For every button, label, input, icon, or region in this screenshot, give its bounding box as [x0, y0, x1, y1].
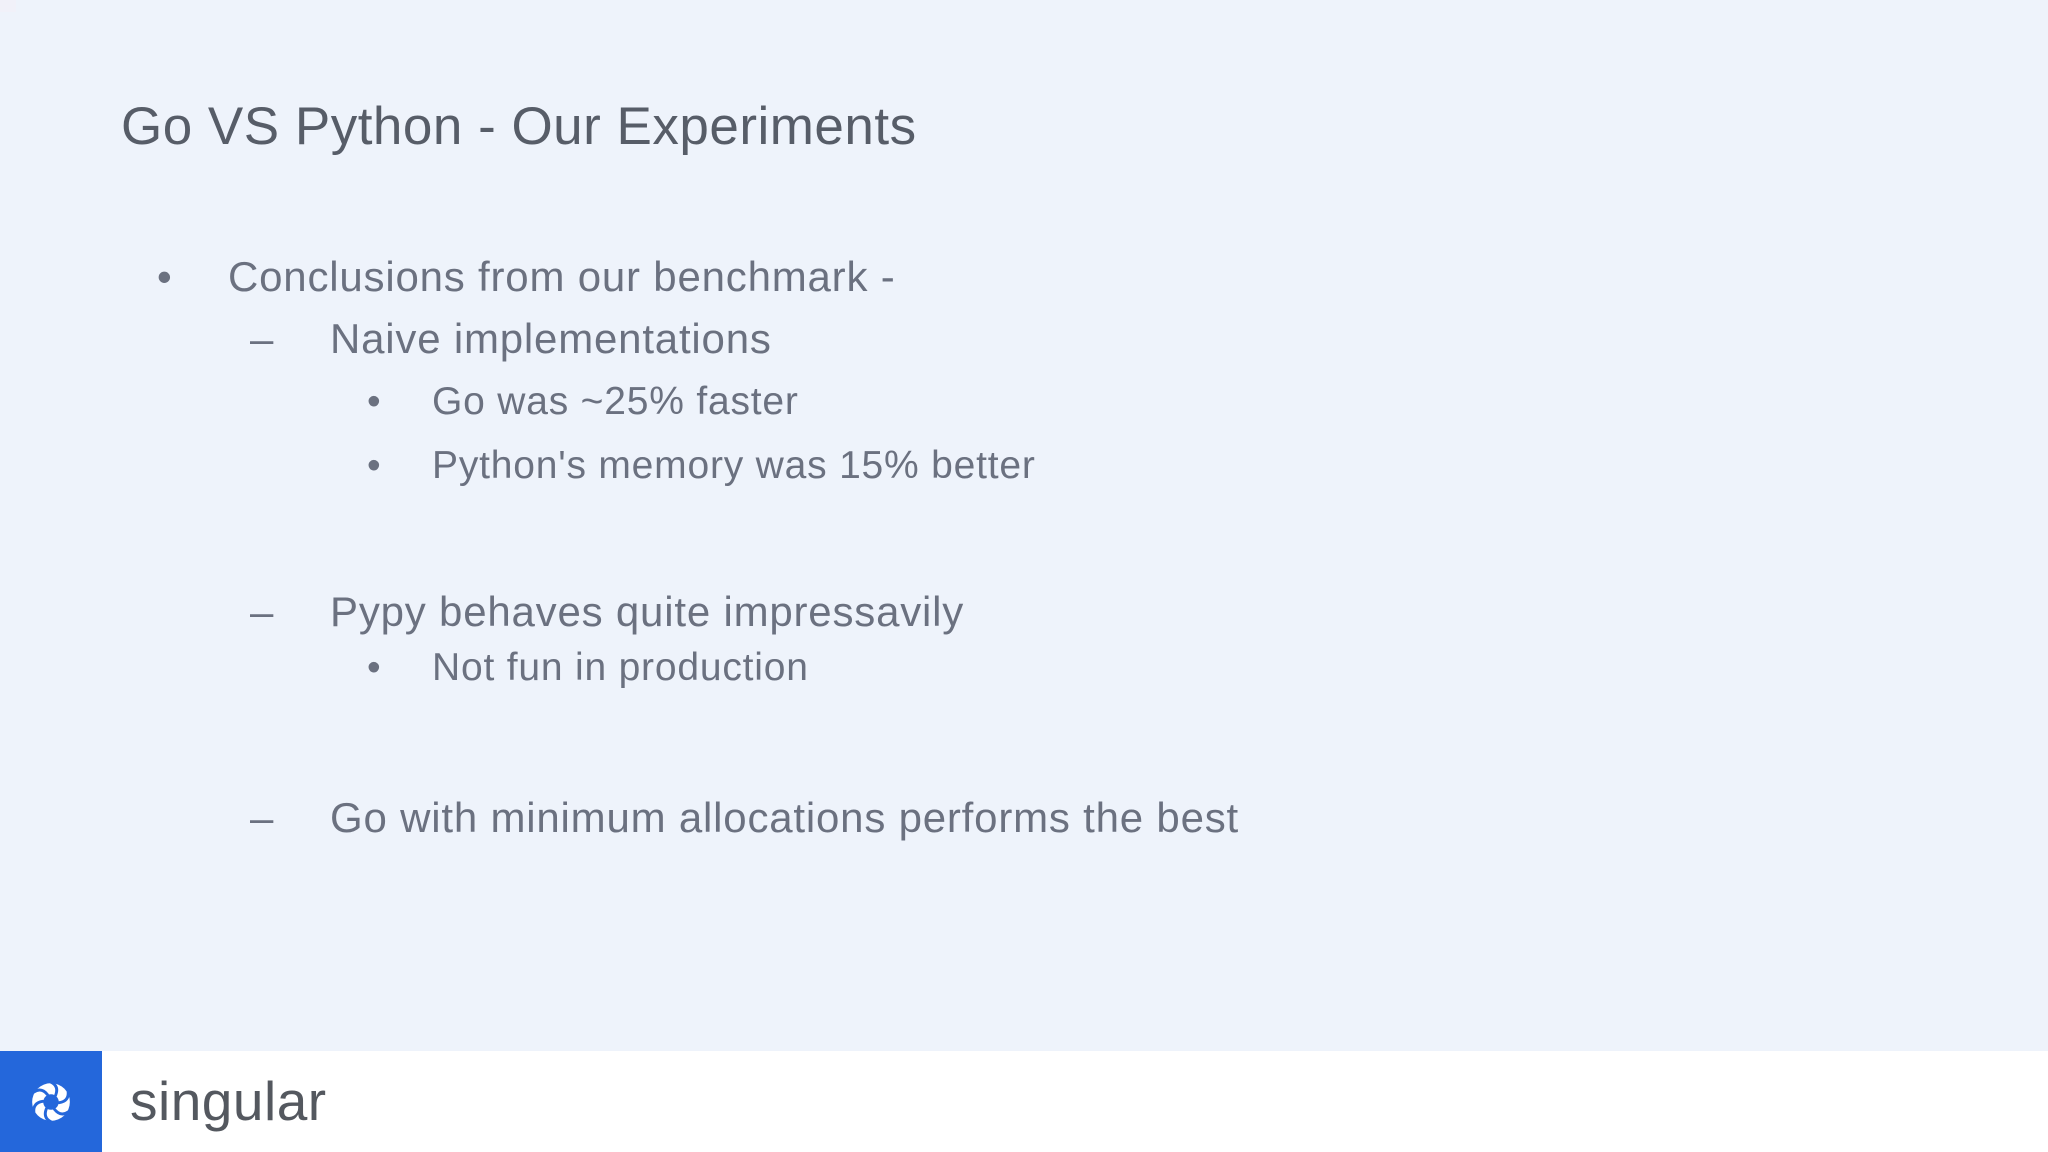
bullet-text: Conclusions from our benchmark -	[228, 253, 896, 300]
bullet-text: Go with minimum allocations performs the…	[330, 794, 1239, 841]
bullet-l2-go-minimum-allocations: – Go with minimum allocations performs t…	[0, 788, 2048, 848]
corner-artifact	[0, 0, 16, 12]
footer-bar: singular	[0, 1051, 2048, 1152]
bullet-l2-pypy: – Pypy behaves quite impressavily	[0, 582, 2048, 642]
aperture-swirl-icon	[32, 1080, 70, 1123]
bullet-text: Python's memory was 15% better	[432, 444, 1036, 487]
bullet-dash-icon: –	[250, 588, 274, 635]
bullet-dot-icon: •	[367, 444, 381, 487]
bullet-l3-go-faster: • Go was ~25% faster	[0, 372, 2048, 432]
bullet-dash-icon: –	[250, 315, 274, 362]
bullet-text: Naive implementations	[330, 315, 772, 362]
bullet-text: Pypy behaves quite impressavily	[330, 588, 965, 635]
bullet-text: Go was ~25% faster	[432, 380, 799, 423]
bullet-text: Not fun in production	[432, 646, 809, 689]
bullet-l2-naive-implementations: – Naive implementations	[0, 309, 2048, 369]
bullet-l3-not-fun-production: • Not fun in production	[0, 638, 2048, 698]
bullet-dash-icon: –	[250, 794, 274, 841]
bullet-dot-icon: •	[367, 646, 381, 689]
bullet-l3-python-memory: • Python's memory was 15% better	[0, 436, 2048, 496]
bullet-dot-icon: •	[367, 380, 381, 423]
bullet-dot-icon: •	[157, 253, 172, 300]
singular-logo	[0, 1051, 102, 1152]
brand-wordmark: singular	[130, 1070, 327, 1132]
bullet-l1-conclusions: • Conclusions from our benchmark -	[0, 247, 2048, 307]
slide-title: Go VS Python - Our Experiments	[121, 97, 917, 156]
